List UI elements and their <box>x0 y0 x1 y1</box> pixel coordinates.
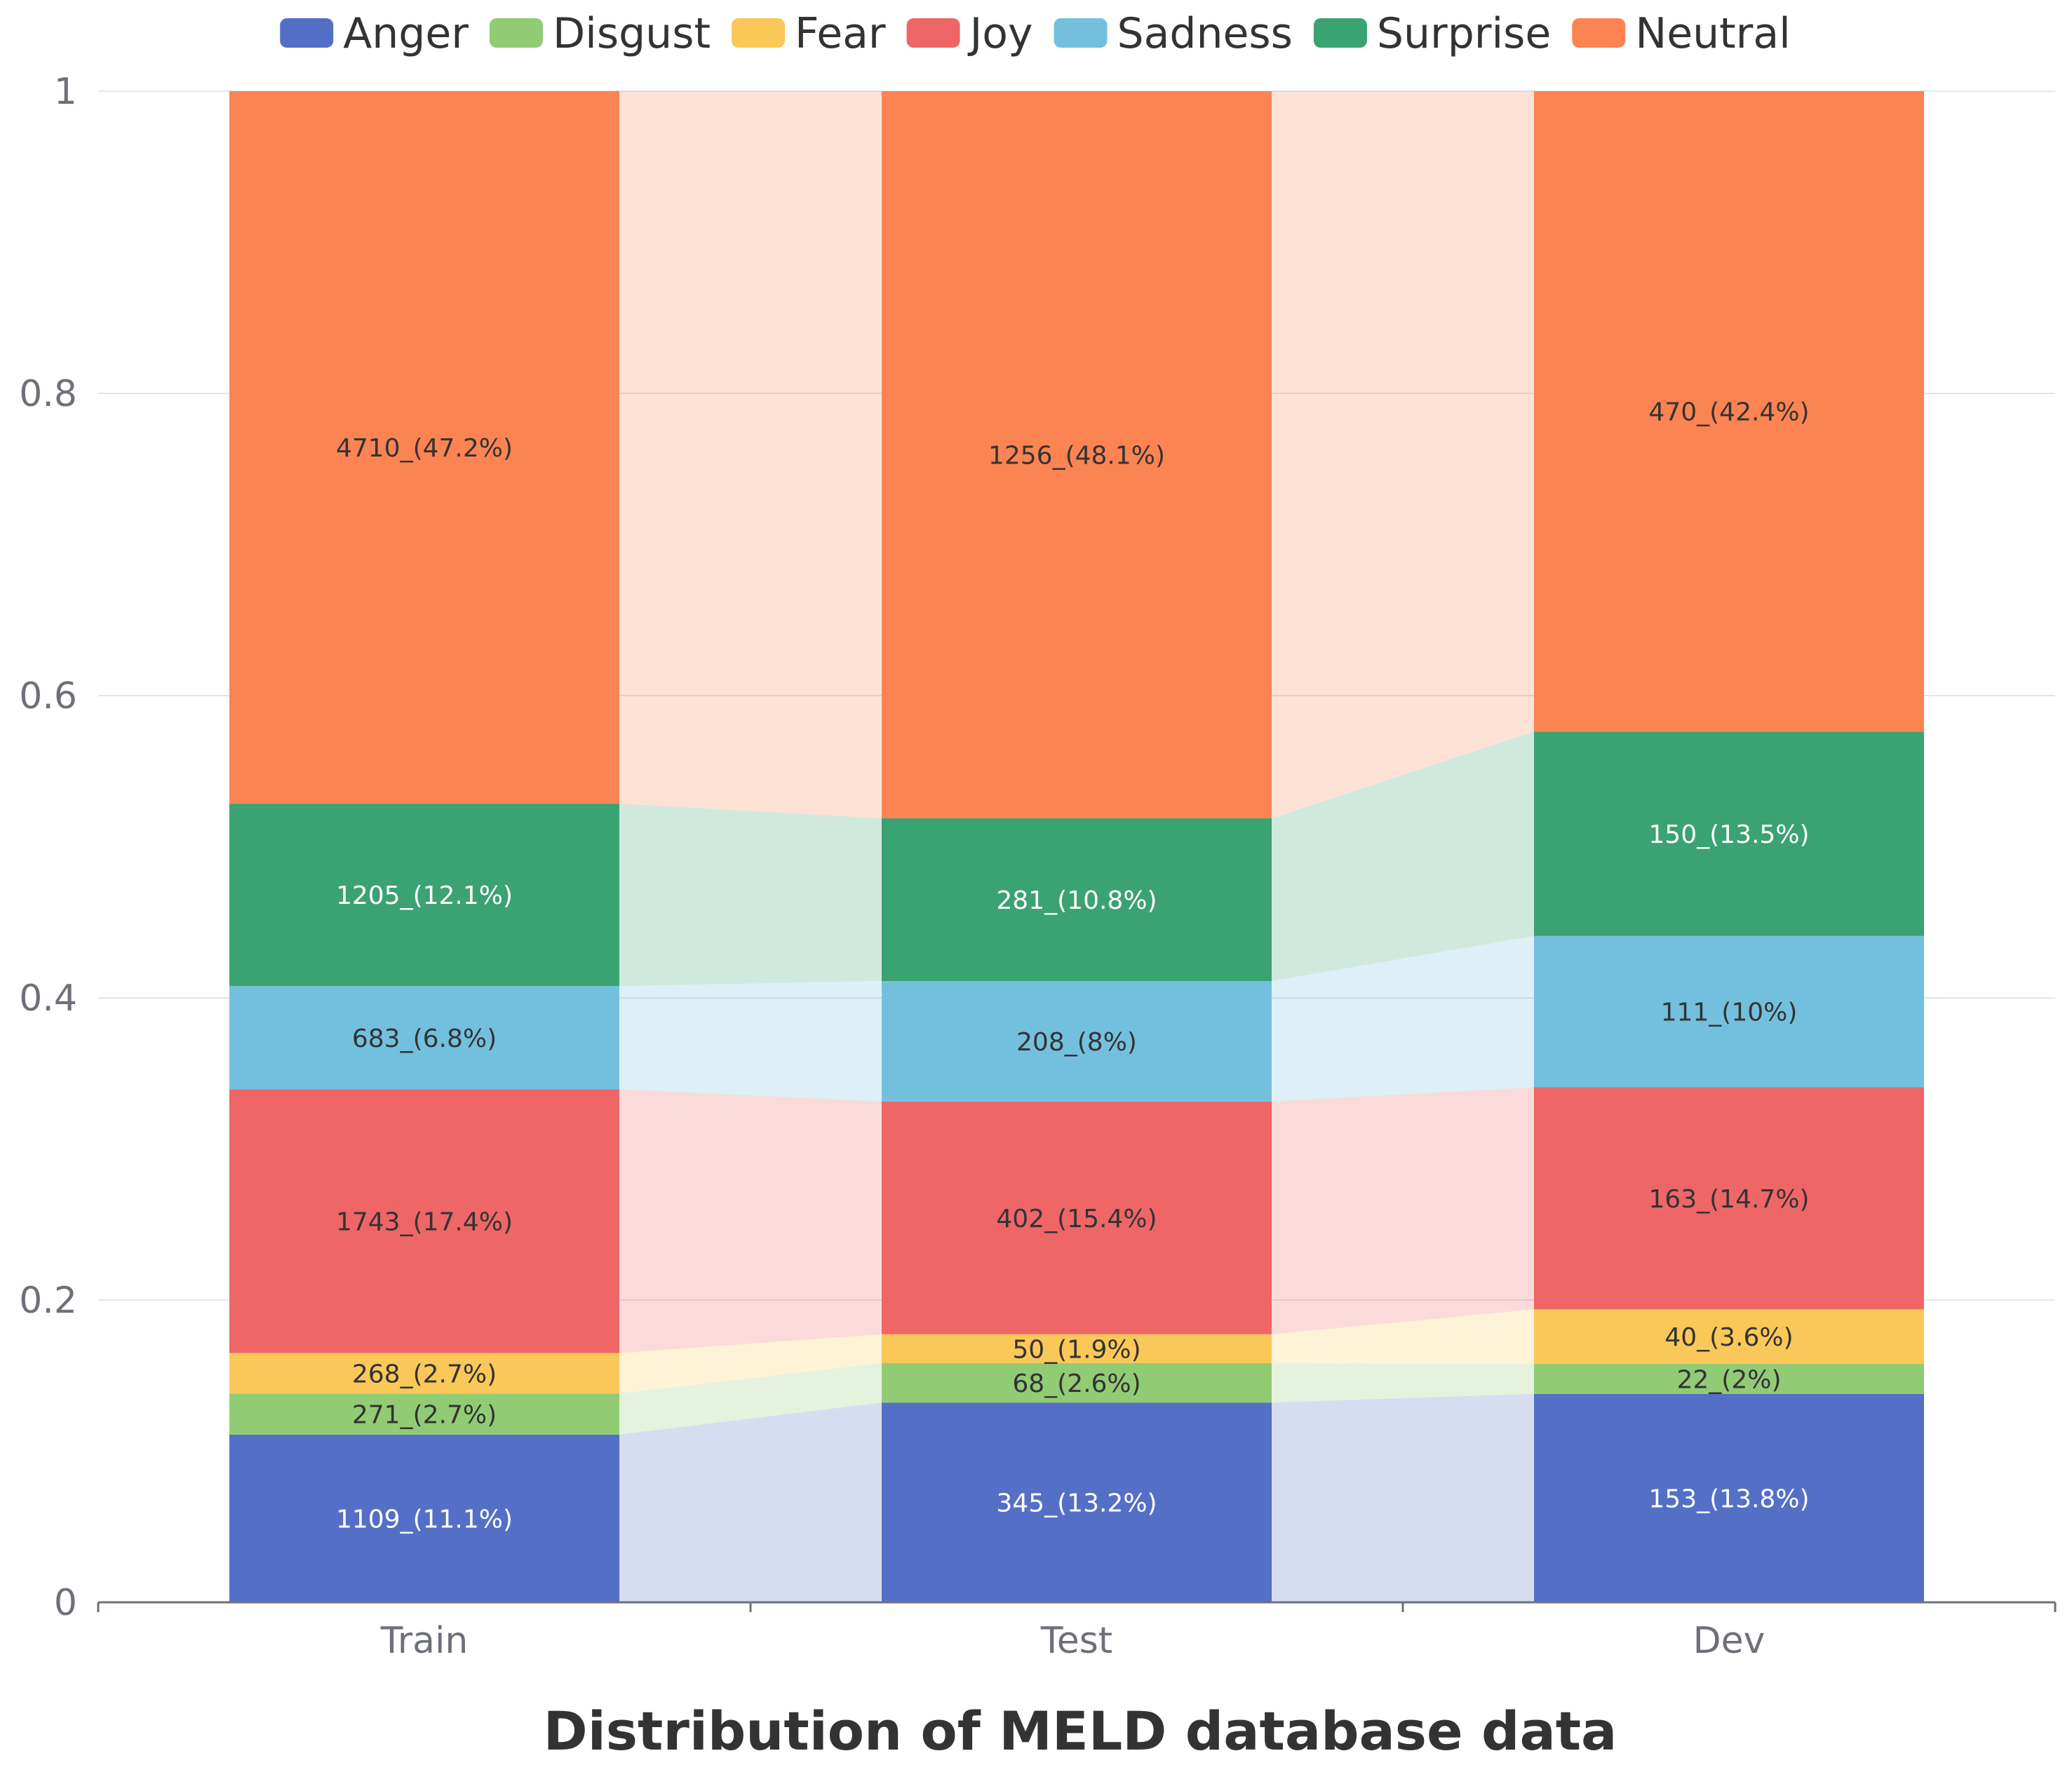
x-tick-label-dev: Dev <box>1693 1620 1765 1662</box>
legend-item-fear[interactable]: Fear <box>732 9 886 58</box>
x-tick-label-train: Train <box>380 1620 469 1662</box>
legend-item-neutral[interactable]: Neutral <box>1572 9 1791 58</box>
data-label-joy-train: 1743_(17.4%) <box>336 1208 513 1236</box>
bar-anger-dev[interactable] <box>1534 1393 1924 1602</box>
legend-swatch-fear <box>732 18 785 48</box>
bar-surprise-dev[interactable] <box>1534 731 1924 936</box>
connector-band-disgust <box>1272 1362 1534 1403</box>
data-label-fear-test: 50_(1.9%) <box>1012 1335 1141 1364</box>
bar-sadness-test[interactable] <box>882 981 1272 1102</box>
bar-fear-test[interactable] <box>882 1334 1272 1363</box>
y-tick-label: 0 <box>54 1582 77 1624</box>
bar-sadness-train[interactable] <box>229 986 619 1090</box>
data-label-disgust-test: 68_(2.6%) <box>1012 1370 1141 1398</box>
legend-swatch-sadness <box>1054 18 1108 48</box>
connector-bands <box>619 91 1534 1602</box>
data-label-neutral-train: 4710_(47.2%) <box>336 434 513 463</box>
legend-item-joy[interactable]: Joy <box>906 9 1033 58</box>
connector-band-sadness <box>1272 935 1534 1102</box>
y-tick-label: 0.2 <box>19 1280 77 1322</box>
bar-neutral-dev[interactable] <box>1534 91 1924 732</box>
legend-label-surprise: Surprise <box>1377 9 1551 58</box>
data-label-disgust-dev: 22_(2%) <box>1676 1365 1781 1394</box>
legend-swatch-neutral <box>1572 18 1626 48</box>
legend-item-surprise[interactable]: Surprise <box>1313 9 1551 58</box>
legend-label-disgust: Disgust <box>553 9 711 58</box>
data-label-surprise-train: 1205_(12.1%) <box>336 881 513 910</box>
legend-item-anger[interactable]: Anger <box>280 9 469 58</box>
connector-band-sadness <box>619 981 882 1102</box>
bar-neutral-train[interactable] <box>229 91 619 804</box>
legend-label-anger: Anger <box>343 9 469 58</box>
y-tick-label: 0.6 <box>19 675 77 717</box>
data-label-neutral-test: 1256_(48.1%) <box>988 442 1165 471</box>
chart-title: Distribution of MELD database data <box>544 1700 1617 1762</box>
bar-disgust-train[interactable] <box>229 1393 619 1435</box>
legend-swatch-joy <box>906 18 960 48</box>
data-labels: 1109_(11.1%) 345_(13.2%) 153_(13.8%) 271_(2… <box>336 398 1810 1534</box>
connector-band-anger <box>1272 1393 1534 1602</box>
data-label-joy-test: 402_(15.4%) <box>996 1205 1157 1233</box>
legend-swatch-anger <box>280 18 334 48</box>
legend-label-joy: Joy <box>967 9 1033 58</box>
connector-band-joy <box>1272 1087 1534 1334</box>
data-label-fear-train: 268_(2.7%) <box>352 1360 497 1388</box>
bar-anger-train[interactable] <box>229 1434 619 1602</box>
bar-surprise-test[interactable] <box>882 818 1272 982</box>
legend-item-sadness[interactable]: Sadness <box>1054 9 1293 58</box>
connector-band-fear <box>619 1334 882 1394</box>
data-label-sadness-test: 208_(8%) <box>1016 1028 1137 1057</box>
y-tick-label: 0.8 <box>19 373 77 415</box>
connector-band-neutral <box>1272 91 1534 819</box>
connector-band-neutral <box>619 91 882 819</box>
connector-band-fear <box>1272 1309 1534 1364</box>
data-label-anger-test: 345_(13.2%) <box>996 1489 1157 1518</box>
bars <box>229 91 1924 1602</box>
bar-joy-train[interactable] <box>229 1089 619 1353</box>
legend-label-sadness: Sadness <box>1117 9 1293 58</box>
legend-label-neutral: Neutral <box>1635 9 1790 58</box>
bar-disgust-dev[interactable] <box>1534 1363 1924 1394</box>
data-label-joy-dev: 163_(14.7%) <box>1648 1185 1809 1214</box>
legend-swatch-disgust <box>489 18 543 48</box>
bar-joy-dev[interactable] <box>1534 1087 1924 1310</box>
legend[interactable]: Anger Disgust Fear Joy Sadness Surprise Neutra… <box>280 9 1791 58</box>
data-label-disgust-train: 271_(2.7%) <box>352 1401 497 1430</box>
axes: 0 0.2 0.4 0.6 0.8 1 Train Test Dev <box>19 71 2057 1662</box>
connector-band-surprise <box>1272 731 1534 982</box>
bar-disgust-test[interactable] <box>882 1362 1272 1403</box>
legend-swatch-surprise <box>1313 18 1367 48</box>
connector-band-anger <box>619 1402 882 1602</box>
bar-neutral-test[interactable] <box>882 91 1272 819</box>
data-label-neutral-dev: 470_(42.4%) <box>1648 398 1809 427</box>
bar-sadness-dev[interactable] <box>1534 935 1924 1088</box>
data-label-sadness-dev: 111_(10%) <box>1661 999 1798 1027</box>
bar-joy-test[interactable] <box>882 1101 1272 1334</box>
data-label-fear-dev: 40_(3.6%) <box>1664 1323 1793 1352</box>
connector-band-joy <box>619 1089 882 1353</box>
data-label-anger-train: 1109_(11.1%) <box>336 1505 513 1534</box>
bar-fear-dev[interactable] <box>1534 1309 1924 1364</box>
y-tick-label: 0.4 <box>19 978 77 1020</box>
connector-band-surprise <box>619 804 882 987</box>
legend-label-fear: Fear <box>795 9 886 58</box>
bar-fear-train[interactable] <box>229 1353 619 1394</box>
legend-item-disgust[interactable]: Disgust <box>489 9 711 58</box>
bar-surprise-train[interactable] <box>229 804 619 987</box>
data-label-anger-dev: 153_(13.8%) <box>1648 1485 1809 1513</box>
connector-band-disgust <box>619 1362 882 1435</box>
x-tick-label-test: Test <box>1040 1620 1112 1662</box>
data-label-surprise-dev: 150_(13.5%) <box>1648 820 1809 849</box>
data-label-sadness-train: 683_(6.8%) <box>352 1024 497 1053</box>
data-label-surprise-test: 281_(10.8%) <box>996 886 1157 915</box>
bar-anger-test[interactable] <box>882 1402 1272 1602</box>
y-tick-label: 1 <box>54 71 77 113</box>
